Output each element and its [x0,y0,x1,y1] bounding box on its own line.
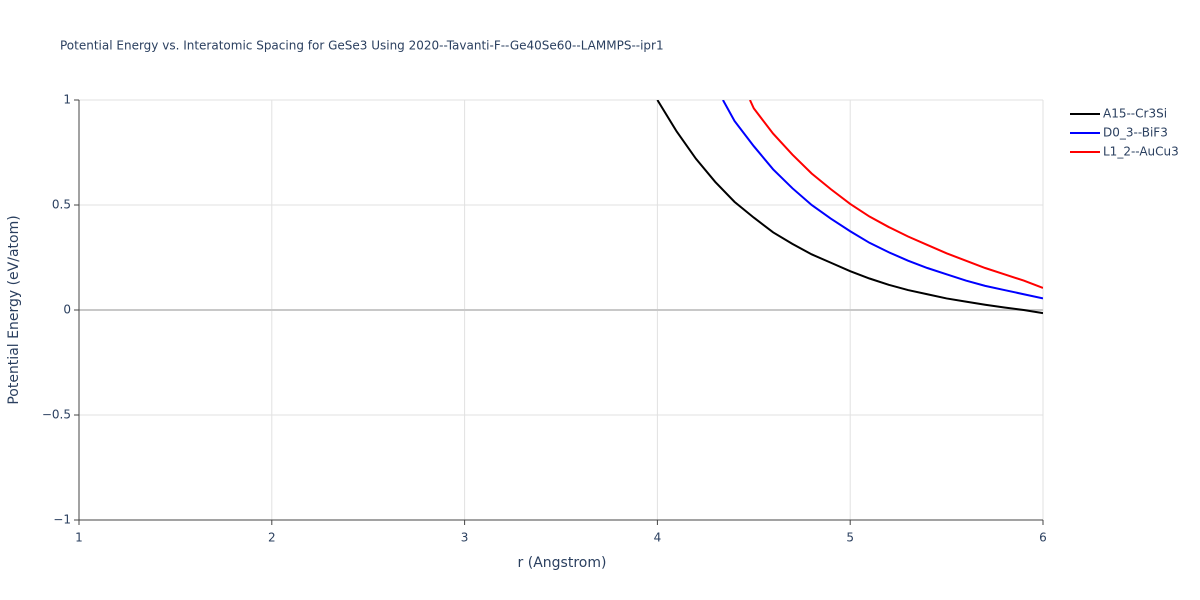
legend-label: L1_2--AuCu3 [1103,145,1179,159]
legend-label: D0_3--BiF3 [1103,126,1168,140]
y-tick-label: 1 [63,93,71,107]
series-line [722,100,1043,300]
y-tick-label: −0.5 [42,408,71,422]
legend-label: A15--Cr3Si [1103,107,1167,121]
y-tick-label: 0 [63,303,71,317]
x-tick-label: 6 [1039,531,1047,545]
x-tick-label: 1 [75,531,83,545]
x-tick-label: 5 [846,531,854,545]
y-tick-label: 0.5 [52,198,71,212]
series-line [656,100,1043,315]
x-tick-label: 2 [268,531,276,545]
y-tick-label: −1 [53,513,71,527]
series-line [749,100,1043,289]
chart-title: Potential Energy vs. Interatomic Spacing… [60,39,664,53]
y-axis-label: Potential Energy (eV/atom) [6,215,22,404]
x-axis-label: r (Angstrom) [518,555,607,571]
x-tick-label: 4 [654,531,662,545]
x-tick-label: 3 [461,531,469,545]
